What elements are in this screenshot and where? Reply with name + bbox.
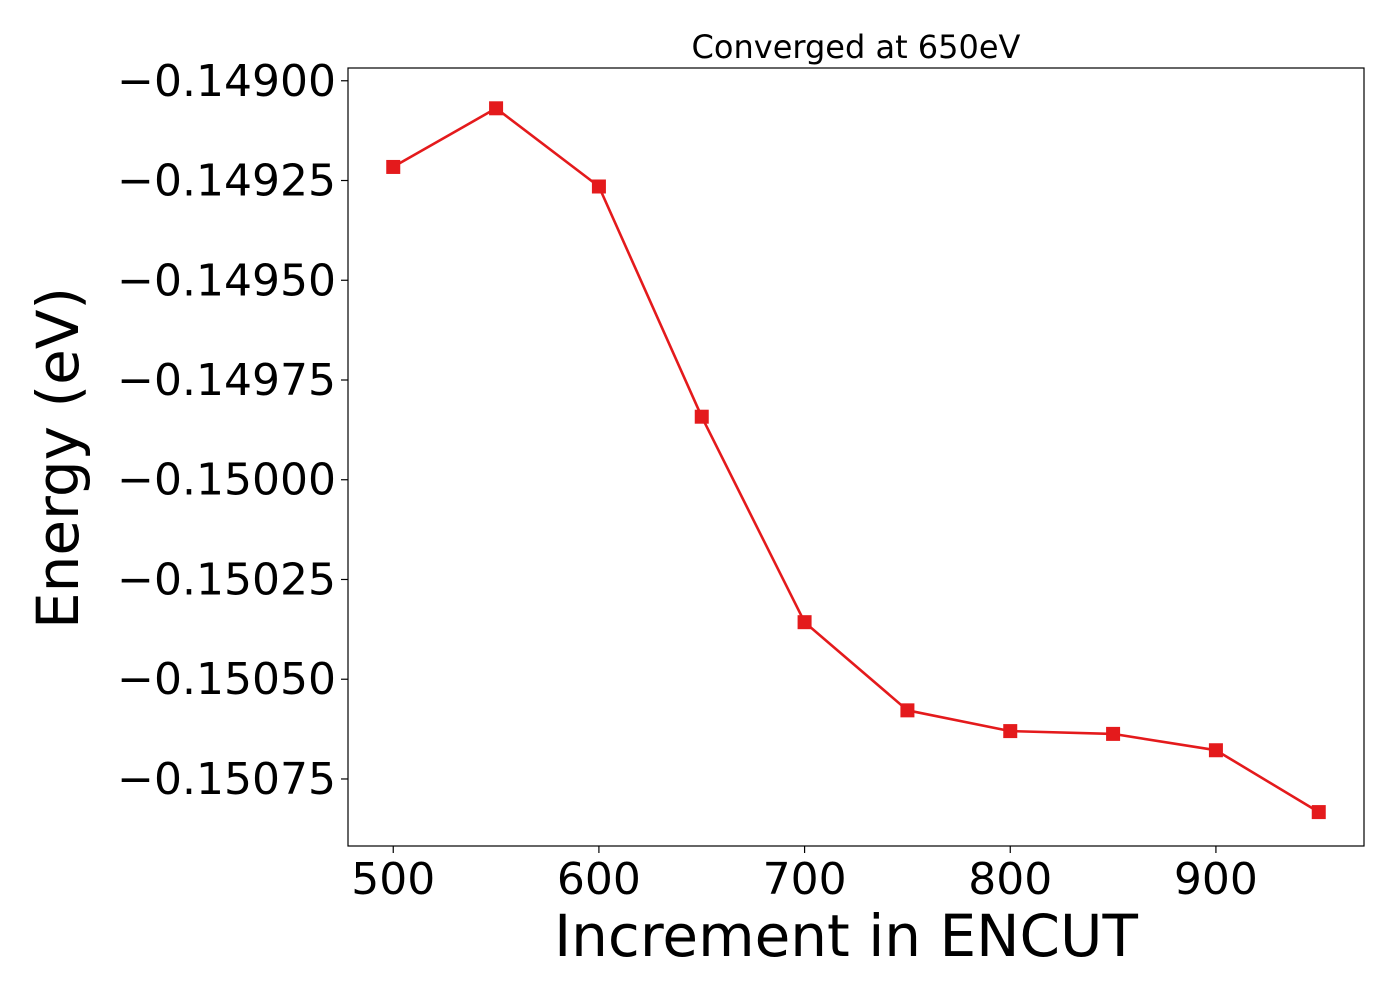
series-line xyxy=(392,107,1320,814)
y-tick-label: −0.15000 xyxy=(117,455,336,506)
x-tick-label: 600 xyxy=(557,854,641,905)
y-axis-title: Energy (eV) xyxy=(24,287,92,629)
plot-area-frame xyxy=(347,67,1365,847)
y-tick-label: −0.15025 xyxy=(117,554,336,605)
y-tick-label: −0.14950 xyxy=(117,255,336,306)
y-tick-label: −0.15075 xyxy=(117,754,336,805)
y-tick-label: −0.15050 xyxy=(117,654,336,705)
x-tick-label: 700 xyxy=(763,854,847,905)
y-axis: −0.14900 −0.14925 −0.14950 −0.14975 −0.15000… xyxy=(117,56,348,805)
data-point-marker xyxy=(797,615,812,630)
x-axis: 500 600 700 800 900 xyxy=(351,846,1258,905)
data-point-marker xyxy=(900,703,915,718)
data-point-marker xyxy=(1003,724,1018,739)
x-tick-label: 500 xyxy=(351,854,435,905)
y-tick-label: −0.14975 xyxy=(117,355,336,406)
data-point-marker xyxy=(1106,726,1121,741)
data-point-marker xyxy=(1311,805,1326,820)
data-point-marker xyxy=(694,409,709,424)
data-point-marker xyxy=(1208,743,1223,758)
chart-title: Converged at 650eV xyxy=(692,28,1021,66)
data-point-marker xyxy=(591,179,606,194)
x-tick-label: 900 xyxy=(1174,854,1258,905)
x-tick-label: 800 xyxy=(968,854,1052,905)
y-tick-label: −0.14900 xyxy=(117,56,336,107)
y-tick-label: −0.14925 xyxy=(117,156,336,207)
data-point-marker xyxy=(386,159,401,174)
data-point-marker xyxy=(489,101,504,116)
x-axis-title: Increment in ENCUT xyxy=(554,902,1138,970)
series-energy xyxy=(386,101,1326,820)
